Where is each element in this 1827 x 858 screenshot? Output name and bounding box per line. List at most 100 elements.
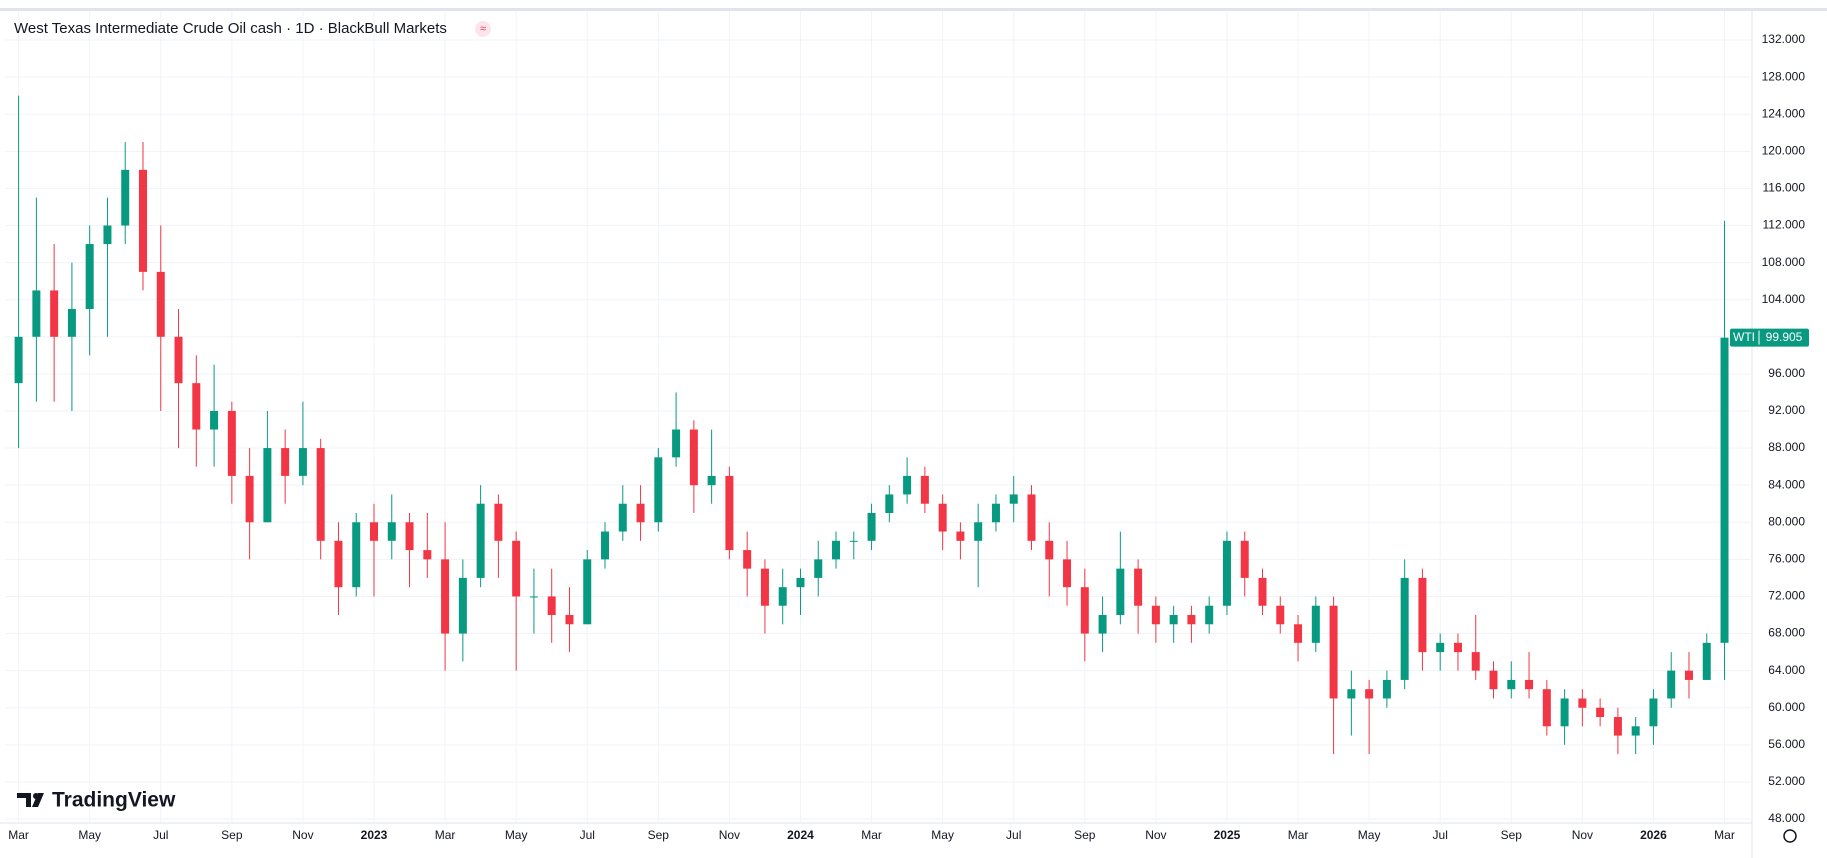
x-tick-label: Sep	[1501, 828, 1523, 842]
candle-body	[778, 587, 787, 606]
candle-body	[85, 244, 94, 309]
candle-body	[1649, 698, 1658, 727]
candle-body	[245, 475, 254, 523]
candle-body	[1134, 568, 1143, 606]
candle-body	[1009, 494, 1018, 504]
candle-body	[227, 410, 236, 476]
candle-body	[14, 336, 23, 384]
candle-body	[441, 559, 450, 634]
candle-body	[121, 169, 130, 226]
candle-body	[885, 494, 894, 513]
x-tick-label: Mar	[1714, 828, 1735, 842]
candle-body	[760, 568, 769, 606]
candle-body	[1276, 605, 1285, 625]
candle-body	[1471, 652, 1480, 671]
candle-body	[565, 615, 574, 625]
x-tick-label: Sep	[648, 828, 670, 842]
candle-body	[1418, 577, 1427, 653]
candle-body	[1667, 670, 1676, 699]
candle-body	[458, 577, 467, 634]
top-border	[0, 8, 1827, 11]
candle-body	[263, 448, 272, 523]
candle-body	[50, 290, 59, 337]
y-tick-label: 68.000	[1768, 626, 1805, 640]
candle-body	[1436, 642, 1445, 653]
candle-body	[476, 503, 485, 578]
candle-body	[103, 225, 112, 245]
candle-body	[1382, 679, 1391, 699]
y-tick-label: 60.000	[1768, 700, 1805, 714]
candle-body	[1578, 698, 1587, 708]
candle-body	[672, 429, 681, 458]
x-tick-label: Mar	[1288, 828, 1309, 842]
last-price-tag	[1730, 328, 1809, 347]
candle-body	[636, 503, 645, 523]
x-tick-label: Jul	[1433, 828, 1448, 842]
y-tick-label: 104.000	[1762, 292, 1806, 306]
candle-body	[1631, 726, 1640, 736]
x-tick-label: Jul	[153, 828, 168, 842]
candle-body	[192, 383, 201, 430]
y-tick-label: 112.000	[1763, 218, 1806, 232]
settings-icon[interactable]	[1783, 829, 1797, 843]
y-tick-label: 132.000	[1762, 32, 1806, 46]
x-tick-label: Mar	[8, 828, 29, 842]
candle-body	[512, 540, 521, 597]
candle-body	[1116, 568, 1125, 616]
candle-body	[1347, 689, 1356, 699]
candle-body	[814, 559, 823, 578]
x-tick-label: Mar	[435, 828, 456, 842]
status-icon-glyph: ≈	[480, 23, 486, 35]
candle-body	[832, 540, 841, 560]
candle-body	[156, 271, 165, 337]
candle-body	[1169, 615, 1178, 625]
logo: TradingView	[17, 789, 176, 812]
grid	[5, 11, 1752, 822]
candle-body	[1027, 494, 1036, 541]
candle-body	[849, 540, 858, 542]
candle-body	[583, 559, 592, 625]
candle-body	[352, 522, 361, 588]
y-tick-label: 56.000	[1768, 737, 1805, 751]
candle-body	[494, 503, 503, 541]
candle-body	[974, 522, 983, 541]
candle-body	[387, 522, 396, 541]
x-tick-label: Nov	[1145, 828, 1166, 842]
candle-body	[1702, 642, 1711, 680]
candle-body	[1720, 337, 1729, 643]
candle-body	[743, 550, 752, 569]
candle-body	[1453, 642, 1462, 653]
y-tick-label: 52.000	[1768, 774, 1805, 788]
x-tick-label: 2026	[1640, 828, 1667, 842]
candle-body	[1063, 559, 1072, 588]
x-tick-label: Jul	[580, 828, 595, 842]
plot	[14, 95, 1729, 755]
x-tick-label: Nov	[1572, 828, 1593, 842]
candle-body	[210, 410, 219, 430]
y-tick-label: 76.000	[1768, 552, 1805, 566]
candle-body	[529, 596, 538, 598]
candle-body	[423, 550, 432, 560]
x-tick-label: Nov	[719, 828, 740, 842]
x-tick-label: Nov	[292, 828, 313, 842]
y-tick-label: 96.000	[1768, 366, 1805, 380]
candle-body	[1507, 679, 1516, 690]
candle-body	[281, 448, 290, 476]
y-tick-label: 88.000	[1768, 440, 1805, 454]
candle-body	[618, 503, 627, 532]
y-tick-label: 48.000	[1768, 811, 1805, 825]
candle-body	[1400, 577, 1409, 680]
y-tick-label: 72.000	[1768, 589, 1805, 603]
candle-body	[32, 290, 41, 337]
candle-body	[689, 429, 698, 486]
candle-body	[298, 448, 307, 476]
x-tick-label: Mar	[861, 828, 882, 842]
candle-body	[1187, 615, 1196, 625]
candle-body	[601, 531, 610, 560]
candle-body	[1613, 717, 1622, 736]
candle-body	[1311, 605, 1320, 643]
candle-body	[1151, 605, 1160, 625]
candle-body	[1080, 587, 1089, 634]
